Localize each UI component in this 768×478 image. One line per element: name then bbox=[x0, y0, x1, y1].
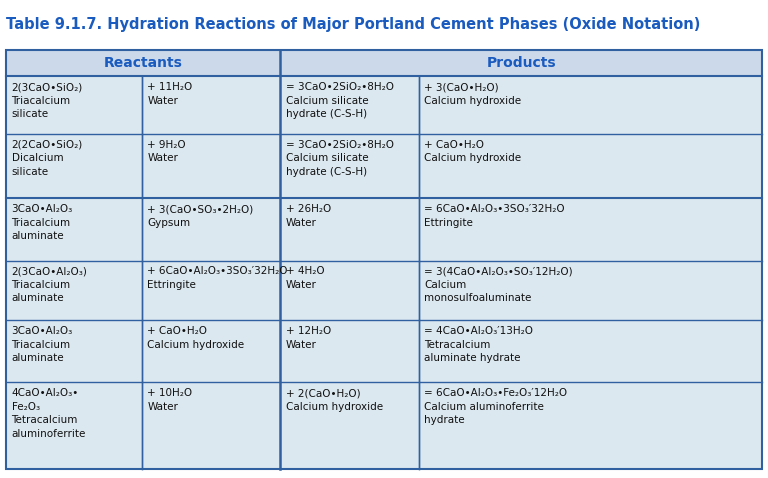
Text: + 12H₂O
Water: + 12H₂O Water bbox=[286, 326, 331, 349]
Text: + 11H₂O
Water: + 11H₂O Water bbox=[147, 82, 193, 106]
Text: Reactants: Reactants bbox=[104, 56, 183, 70]
Text: = 3(4CaO•Al₂O₃•SO₃′12H₂O)
Calcium
monosulfoaluminate: = 3(4CaO•Al₂O₃•SO₃′12H₂O) Calcium monosu… bbox=[424, 266, 573, 304]
Bar bbox=[6, 50, 762, 469]
Text: + 3(CaO•H₂O)
Calcium hydroxide: + 3(CaO•H₂O) Calcium hydroxide bbox=[424, 82, 521, 106]
Text: = 6CaO•Al₂O₃•3SO₃′32H₂O
Ettringite: = 6CaO•Al₂O₃•3SO₃′32H₂O Ettringite bbox=[424, 204, 564, 228]
Text: = 6CaO•Al₂O₃•Fe₂O₃′12H₂O
Calcium aluminoferrite
hydrate: = 6CaO•Al₂O₃•Fe₂O₃′12H₂O Calcium alumino… bbox=[424, 388, 567, 425]
Text: + CaO•H₂O
Calcium hydroxide: + CaO•H₂O Calcium hydroxide bbox=[424, 140, 521, 163]
Text: 3CaO•Al₂O₃
Triacalcium
aluminate: 3CaO•Al₂O₃ Triacalcium aluminate bbox=[12, 326, 73, 363]
Text: = 3CaO•2SiO₂•8H₂O
Calcium silicate
hydrate (C-S-H): = 3CaO•2SiO₂•8H₂O Calcium silicate hydra… bbox=[286, 82, 394, 120]
Text: + 6CaO•Al₂O₃•3SO₃′32H₂O
Ettringite: + 6CaO•Al₂O₃•3SO₃′32H₂O Ettringite bbox=[147, 266, 288, 290]
Text: 2(3CaO•Al₂O₃)
Triacalcium
aluminate: 2(3CaO•Al₂O₃) Triacalcium aluminate bbox=[12, 266, 88, 304]
Text: 2(3CaO•SiO₂)
Triacalcium
silicate: 2(3CaO•SiO₂) Triacalcium silicate bbox=[12, 82, 83, 120]
Bar bbox=[6, 50, 762, 76]
Text: + 3(CaO•SO₃•2H₂O)
Gypsum: + 3(CaO•SO₃•2H₂O) Gypsum bbox=[147, 204, 253, 228]
Text: 4CaO•Al₂O₃•
Fe₂O₃
Tetracalcium
aluminoferrite: 4CaO•Al₂O₃• Fe₂O₃ Tetracalcium aluminofe… bbox=[12, 388, 86, 439]
Text: + 9H₂O
Water: + 9H₂O Water bbox=[147, 140, 186, 163]
Text: Products: Products bbox=[486, 56, 556, 70]
Text: + 4H₂O
Water: + 4H₂O Water bbox=[286, 266, 324, 290]
Text: + CaO•H₂O
Calcium hydroxide: + CaO•H₂O Calcium hydroxide bbox=[147, 326, 244, 349]
Text: 2(2CaO•SiO₂)
Dicalcium
silicate: 2(2CaO•SiO₂) Dicalcium silicate bbox=[12, 140, 83, 177]
Text: + 10H₂O
Water: + 10H₂O Water bbox=[147, 388, 193, 412]
Text: Table 9.1.7. Hydration Reactions of Major Portland Cement Phases (Oxide Notation: Table 9.1.7. Hydration Reactions of Majo… bbox=[6, 17, 700, 32]
Bar bbox=[6, 50, 762, 469]
Text: = 3CaO•2SiO₂•8H₂O
Calcium silicate
hydrate (C-S-H): = 3CaO•2SiO₂•8H₂O Calcium silicate hydra… bbox=[286, 140, 394, 177]
Text: = 4CaO•Al₂O₃′13H₂O
Tetracalcium
aluminate hydrate: = 4CaO•Al₂O₃′13H₂O Tetracalcium aluminat… bbox=[424, 326, 533, 363]
Text: + 2(CaO•H₂O)
Calcium hydroxide: + 2(CaO•H₂O) Calcium hydroxide bbox=[286, 388, 382, 412]
Text: 3CaO•Al₂O₃
Triacalcium
aluminate: 3CaO•Al₂O₃ Triacalcium aluminate bbox=[12, 204, 73, 241]
Text: + 26H₂O
Water: + 26H₂O Water bbox=[286, 204, 331, 228]
